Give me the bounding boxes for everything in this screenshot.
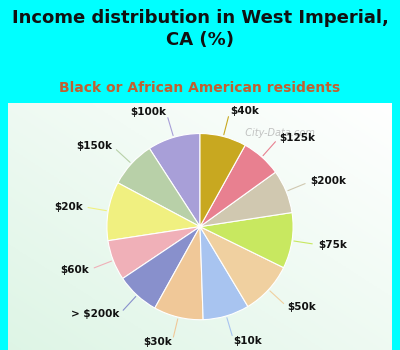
Wedge shape	[123, 227, 200, 308]
Text: $40k: $40k	[230, 106, 259, 116]
Text: $60k: $60k	[60, 265, 89, 275]
Text: $50k: $50k	[288, 302, 316, 312]
Wedge shape	[150, 133, 200, 227]
Text: Income distribution in West Imperial,
CA (%): Income distribution in West Imperial, CA…	[12, 9, 388, 49]
Wedge shape	[200, 172, 292, 227]
Text: $150k: $150k	[76, 141, 112, 151]
Wedge shape	[200, 227, 248, 320]
Wedge shape	[200, 145, 276, 227]
Text: $30k: $30k	[143, 337, 172, 348]
Text: $100k: $100k	[130, 107, 166, 117]
Wedge shape	[155, 227, 203, 320]
Text: $75k: $75k	[318, 240, 347, 250]
Text: Black or African American residents: Black or African American residents	[60, 81, 340, 95]
Text: $20k: $20k	[54, 202, 82, 212]
Wedge shape	[200, 227, 284, 307]
Text: $10k: $10k	[234, 336, 262, 346]
Wedge shape	[108, 227, 200, 279]
Text: $125k: $125k	[279, 133, 315, 142]
Text: City-Data.com: City-Data.com	[239, 128, 315, 138]
Wedge shape	[200, 133, 245, 227]
Wedge shape	[118, 148, 200, 227]
Text: $200k: $200k	[310, 176, 346, 187]
Wedge shape	[200, 212, 293, 268]
Wedge shape	[107, 183, 200, 241]
Text: > $200k: > $200k	[71, 309, 119, 319]
